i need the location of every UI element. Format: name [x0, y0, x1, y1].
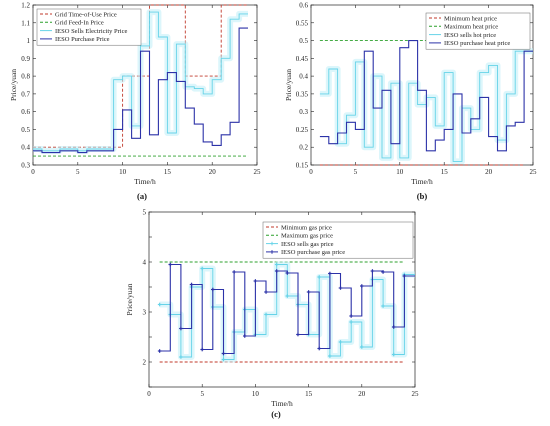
series-4	[33, 27, 248, 154]
x-tick-label: 0	[309, 168, 313, 176]
y-axis-label: Price/yuan	[9, 69, 18, 101]
y-tick-label: 0.4	[299, 73, 308, 81]
chart-panel-1: 0 5 10 15 20 25 0.3 0.4 0.5 0.6 0.7 0.8 0.9 1 1.1 1.2 Ti…	[9, 2, 261, 187]
legend-label: IESO sells hot price	[444, 32, 496, 39]
legend-label: Maximum gas price	[281, 233, 333, 240]
x-tick-label: 5	[200, 390, 204, 398]
chart-panel-2: 0 5 10 15 20 25 0.15 0.2 0.25 0.3 0.35 0.4 0.45 0.5 0.…	[284, 2, 537, 187]
y-tick-label: 0.7	[21, 90, 30, 98]
y-tick-label: 0.4	[21, 144, 30, 152]
y-axis-label: Price/yuan	[125, 283, 134, 315]
series-4	[157, 262, 415, 356]
y-tick-label: 0.35	[296, 90, 309, 98]
panel-label: (a)	[137, 191, 147, 201]
series-4	[319, 40, 533, 152]
x-tick-label: 15	[441, 168, 449, 176]
series-3	[33, 9, 248, 154]
y-tick-label: 0.6	[299, 2, 308, 10]
plot-frame	[148, 211, 416, 388]
y-tick-label: 1.1	[21, 19, 30, 27]
legend-label: IESO purchase heat price	[444, 40, 510, 47]
x-tick-label: 5	[76, 168, 80, 176]
y-tick-label: 0.6	[21, 108, 30, 116]
series-line	[319, 40, 533, 152]
x-tick-label: 25	[254, 168, 262, 176]
x-axis-label: Time/h	[134, 177, 156, 186]
y-tick-label: 0.55	[296, 19, 309, 27]
y-tick-label: 0.45	[296, 55, 309, 63]
y-tick-label: 3	[143, 309, 147, 317]
series-line	[33, 11, 248, 152]
x-axis-label: Time/h	[411, 177, 433, 186]
x-tick-label: 10	[396, 168, 404, 176]
y-tick-label: 0.5	[21, 126, 30, 134]
x-tick-label: 25	[412, 390, 420, 398]
panel-label: (b)	[417, 191, 428, 201]
legend-label: Minimum gas price	[281, 224, 332, 231]
y-tick-label: 0.5	[299, 37, 308, 45]
x-tick-label: 10	[119, 168, 127, 176]
legend-box	[36, 8, 142, 46]
y-tick-label: 0.2	[299, 144, 308, 152]
legend-label: IESO purchase gas price	[281, 249, 345, 256]
legend: Grid Time-of-Use Price Grid Feed-In Price…	[36, 8, 142, 46]
x-tick-label: 0	[31, 168, 35, 176]
x-tick-label: 0	[147, 390, 151, 398]
y-tick-label: 1.2	[21, 2, 30, 10]
y-tick-label: 0.25	[296, 126, 309, 134]
y-tick-label: 5	[143, 209, 147, 217]
y-tick-label: 4	[143, 259, 147, 267]
y-axis-label: Price/yuan	[284, 69, 293, 101]
x-tick-label: 15	[164, 168, 172, 176]
y-tick-label: 0.15	[296, 162, 309, 170]
legend-label: IESO Purchase Price	[55, 36, 110, 43]
x-tick-label: 10	[252, 390, 260, 398]
legend-label: IESO sells gas price	[281, 241, 334, 248]
series-line	[159, 264, 415, 360]
plot-frame	[32, 4, 258, 166]
series-line	[33, 27, 248, 154]
x-tick-label: 15	[305, 390, 313, 398]
legend-label: Grid Feed-In Price	[55, 20, 104, 27]
legend-label: IESO Sells Electricity Price	[55, 28, 128, 35]
series-3	[157, 261, 415, 363]
legend-label: Grid Time-of-Use Price	[55, 11, 117, 18]
x-tick-label: 20	[358, 390, 366, 398]
y-tick-label: 1	[27, 37, 31, 45]
legend-label: Minimum heat price	[444, 15, 497, 22]
panel-label: (c)	[271, 409, 281, 419]
x-tick-label: 20	[485, 168, 493, 176]
y-tick-label: 0.3	[299, 108, 308, 116]
legend-box	[262, 221, 414, 259]
y-tick-label: 0.3	[21, 162, 30, 170]
x-tick-label: 20	[209, 168, 217, 176]
chart-panel-3: 0 5 10 15 20 25 2 3 4 5 Time/h Price/yuan Minimum ga…	[125, 209, 419, 409]
legend-label: Maximum heat price	[444, 24, 498, 31]
x-tick-label: 25	[530, 168, 538, 176]
y-tick-label: 0.8	[21, 73, 30, 81]
y-tick-label: 2	[143, 359, 147, 367]
y-tick-label: 0.9	[21, 55, 30, 63]
x-tick-label: 5	[354, 168, 358, 176]
x-axis-label: Time/h	[271, 399, 293, 408]
legend-box	[425, 12, 531, 50]
